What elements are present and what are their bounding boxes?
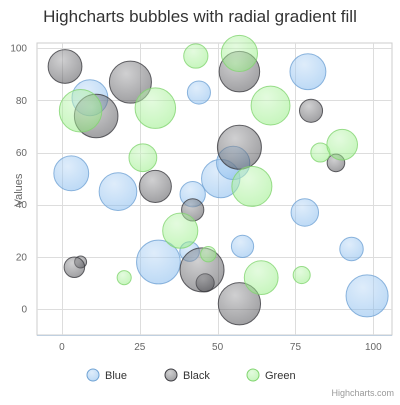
bubble-green[interactable] [220,34,258,73]
bubble-black[interactable] [47,49,83,84]
y-tick-label: 60 [16,148,28,159]
legend-item-green[interactable]: Green [246,368,296,382]
bubble-green[interactable] [183,43,209,69]
legend-label: Blue [105,370,127,382]
bubble-green[interactable] [200,245,217,263]
legend-item-blue[interactable]: Blue [86,368,127,382]
legend-item-black[interactable]: Black [164,368,210,382]
bubble-blue[interactable] [136,239,181,285]
bubble-green[interactable] [134,87,177,129]
x-tick-label: 75 [290,342,302,353]
bubble-blue[interactable] [53,155,90,192]
legend-symbol [246,368,260,382]
y-axis-title: Values [13,173,25,206]
bubble-green[interactable] [243,260,279,296]
legend: Blue Black Green [86,368,296,382]
bubble-blue[interactable] [289,53,327,91]
bubble-blue[interactable] [98,172,138,211]
bubble-green[interactable] [162,212,199,249]
bubble-green[interactable] [326,128,358,161]
bubble-green[interactable] [292,265,311,285]
bubble-green[interactable] [231,165,273,207]
bubble-black[interactable] [63,256,86,278]
bubble-green[interactable] [116,270,132,286]
legend-label: Green [265,370,296,382]
y-tick-label: 40 [16,200,28,211]
x-tick-label: 25 [134,342,146,353]
legend-label: Black [183,370,210,382]
series-layer [47,34,389,326]
bubble-black[interactable] [217,282,262,326]
bubble-blue[interactable] [290,198,320,227]
chart-title: Highcharts bubbles with radial gradient … [43,7,357,26]
bubble-black[interactable] [299,98,324,123]
x-tick-label: 100 [365,342,382,353]
credits-link[interactable]: Highcharts.com [331,388,394,398]
bubble-blue[interactable] [186,80,211,105]
bubble-blue[interactable] [230,234,255,258]
y-tick-label: 0 [21,304,27,315]
y-tick-label: 20 [16,252,28,263]
bubble-green[interactable] [250,85,291,126]
bubble-blue[interactable] [339,236,364,262]
bubble-black[interactable] [108,60,152,104]
bubble-green[interactable] [128,143,158,173]
axis-layer: 0 25 50 75 100 0 20 40 60 80 100 [10,44,392,353]
legend-symbol [164,368,178,382]
x-tick-label: 0 [59,342,65,353]
bubble-green[interactable] [58,89,103,133]
bubble-blue[interactable] [345,274,389,318]
y-tick-label: 100 [10,44,27,55]
bubble-black[interactable] [138,169,172,203]
legend-symbol [86,368,100,382]
bubble-black[interactable] [216,124,262,170]
series-green [58,34,358,296]
x-tick-label: 50 [212,342,224,353]
y-tick-label: 80 [16,96,28,107]
